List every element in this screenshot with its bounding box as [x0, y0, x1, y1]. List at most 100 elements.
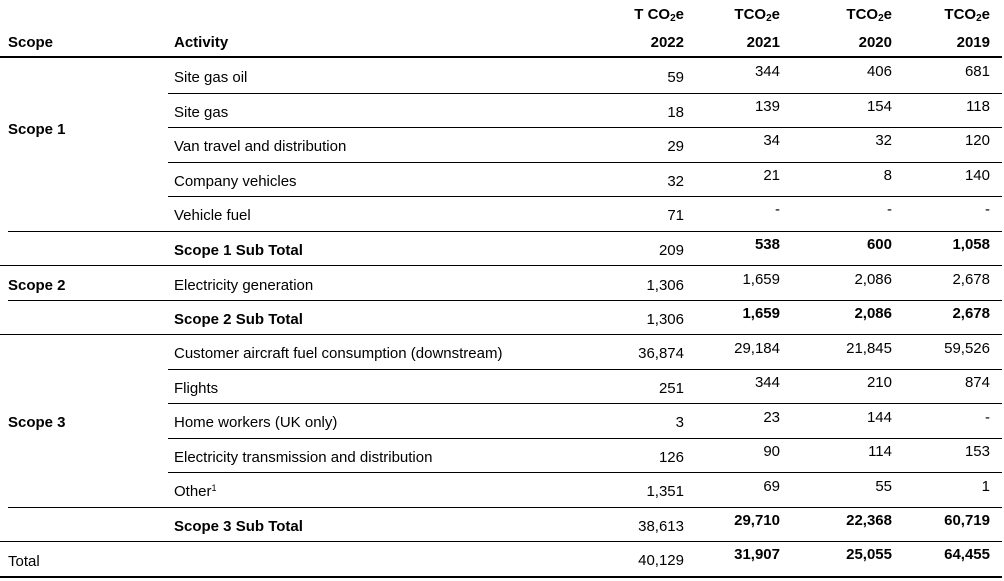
activity-cell: Electricity transmission and distributio… [174, 449, 433, 466]
activity-cell: Other1 [174, 483, 217, 500]
total-label: Total [8, 553, 40, 570]
header-activity: Activity [174, 34, 229, 51]
value-2021: - [775, 201, 780, 218]
row-divider [168, 127, 1002, 128]
value-2020: 55 [875, 478, 892, 495]
value-2019: 681 [964, 63, 990, 80]
value-2021: 538 [754, 236, 780, 253]
activity-cell: Electricity generation [174, 277, 314, 294]
row-divider [8, 300, 1002, 301]
scope-1-label: Scope 1 [8, 121, 66, 138]
value-2021: 21 [763, 167, 780, 184]
row-divider [8, 231, 1002, 232]
scope-2-label: Scope 2 [8, 277, 66, 294]
value-2019: 60,719 [944, 512, 990, 529]
value-2022: 1,306 [646, 311, 684, 328]
value-2022: 209 [658, 242, 684, 259]
value-2021: 69 [763, 478, 780, 495]
activity-cell: Site gas oil [174, 69, 248, 86]
row-divider [168, 162, 1002, 163]
value-2019: 874 [964, 374, 990, 391]
row-divider [8, 507, 1002, 508]
row-divider [0, 265, 1002, 266]
subtotal-label: Scope 1 Sub Total [174, 242, 303, 259]
value-2020: 2,086 [854, 271, 892, 288]
value-2019: 1,058 [952, 236, 990, 253]
total-2021: 31,907 [734, 546, 780, 563]
value-2019: 2,678 [952, 305, 990, 322]
value-2019: 140 [964, 167, 990, 184]
value-2020: 8 [883, 167, 892, 184]
row-divider [168, 403, 1002, 404]
value-2022: 3 [675, 414, 684, 431]
value-2022: 251 [658, 380, 684, 397]
value-2019: 153 [964, 443, 990, 460]
header-unit-2019: TCO2e [944, 6, 990, 24]
header-unit-2022: T CO2e [634, 6, 684, 24]
row-divider [0, 541, 1002, 542]
value-2021: 34 [763, 132, 780, 149]
row-divider [168, 369, 1002, 370]
header-unit-2020: TCO2e [846, 6, 892, 24]
subtotal-label: Scope 2 Sub Total [174, 311, 303, 328]
value-2020: 144 [866, 409, 892, 426]
value-2022: 32 [667, 173, 684, 190]
header-rule [0, 56, 1002, 58]
activity-cell: Home workers (UK only) [174, 414, 338, 431]
value-2021: 344 [754, 63, 780, 80]
value-2022: 71 [667, 207, 684, 224]
row-divider [0, 334, 1002, 335]
value-2021: 90 [763, 443, 780, 460]
row-divider [168, 93, 1002, 94]
header-year-2022: 2022 [650, 34, 684, 51]
value-2020: 210 [866, 374, 892, 391]
value-2021: 23 [763, 409, 780, 426]
row-divider [168, 196, 1002, 197]
header-year-2020: 2020 [858, 34, 892, 51]
total-2022: 40,129 [638, 552, 684, 569]
value-2022: 126 [658, 449, 684, 466]
value-2022: 59 [667, 69, 684, 86]
value-2022: 29 [667, 138, 684, 155]
activity-cell: Customer aircraft fuel consumption (down… [174, 345, 503, 362]
header-year-2021: 2021 [746, 34, 780, 51]
activity-cell: Vehicle fuel [174, 207, 251, 224]
value-2021: 29,710 [734, 512, 780, 529]
total-2020: 25,055 [846, 546, 892, 563]
activity-cell: Van travel and distribution [174, 138, 347, 155]
activity-cell: Company vehicles [174, 173, 297, 190]
value-2020: 600 [866, 236, 892, 253]
row-divider [168, 438, 1002, 439]
value-2021: 344 [754, 374, 780, 391]
row-divider [168, 472, 1002, 473]
value-2022: 36,874 [638, 345, 684, 362]
value-2021: 1,659 [742, 271, 780, 288]
value-2020: - [887, 201, 892, 218]
activity-cell: Flights [174, 380, 219, 397]
footnote-marker: 1 [211, 483, 217, 493]
header-unit-2021: TCO2e [734, 6, 780, 24]
value-2019: 118 [966, 98, 990, 115]
value-2021: 139 [754, 98, 780, 115]
value-2019: - [985, 409, 990, 426]
value-2020: 32 [875, 132, 892, 149]
value-2022: 1,351 [646, 483, 684, 500]
value-2020: 114 [868, 443, 892, 460]
value-2020: 22,368 [846, 512, 892, 529]
value-2020: 21,845 [846, 340, 892, 357]
subtotal-label: Scope 3 Sub Total [174, 518, 303, 535]
value-2019: 120 [964, 132, 990, 149]
value-2020: 2,086 [854, 305, 892, 322]
value-2019: 1 [981, 478, 990, 495]
table-bottom-rule [0, 576, 1002, 578]
value-2021: 29,184 [734, 340, 780, 357]
value-2022: 1,306 [646, 277, 684, 294]
value-2019: 2,678 [952, 271, 990, 288]
scope-3-label: Scope 3 [8, 414, 66, 431]
header-scope: Scope [8, 34, 54, 51]
value-2019: - [985, 201, 990, 218]
value-2022: 38,613 [638, 518, 684, 535]
value-2019: 59,526 [944, 340, 990, 357]
activity-cell: Site gas [174, 104, 229, 121]
value-2020: 406 [866, 63, 892, 80]
